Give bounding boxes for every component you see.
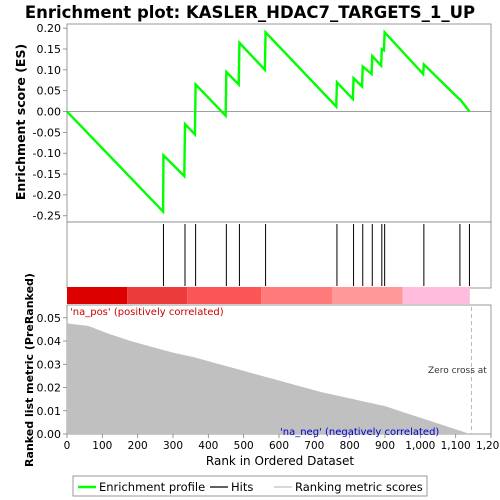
color-bar-segment xyxy=(67,287,128,304)
color-bar-segment xyxy=(187,287,262,304)
rank-y-tick-label: 0.01 xyxy=(37,405,62,418)
es-y-tick-label: 0.10 xyxy=(37,64,62,77)
x-tick-label: 1,200 xyxy=(476,440,500,452)
es-y-tick-label: -0.05 xyxy=(33,126,61,139)
ranking-metric-area xyxy=(67,322,470,434)
pos-correlated-label: 'na_pos' (positively correlated) xyxy=(70,307,224,318)
color-bar-segment xyxy=(261,287,332,304)
es-y-tick-label: -0.25 xyxy=(33,210,61,223)
legend-label-hits: Hits xyxy=(231,480,253,494)
legend-label-ranking: Ranking metric scores xyxy=(295,480,423,494)
es-y-tick-label: 0.20 xyxy=(37,22,62,35)
rank-y-tick-label: 0.02 xyxy=(37,382,62,395)
neg-correlated-label: 'na_neg' (negatively correlated) xyxy=(280,427,439,438)
zero-cross-label: Zero cross at xyxy=(428,366,487,376)
chart-legend: Enrichment profile Hits Ranking metric s… xyxy=(72,475,428,497)
x-tick-label: 600 xyxy=(269,440,289,452)
es-y-tick-label: 0.15 xyxy=(37,43,62,56)
rank-y-axis-ticks: 0.00 0.01 0.02 0.03 0.04 0.05 xyxy=(37,312,67,441)
es-y-axis-label: Enrichment score (ES) xyxy=(13,44,28,200)
chart-title: Enrichment plot: KASLER_HDAC7_TARGETS_1_… xyxy=(25,3,475,22)
es-y-tick-label: -0.20 xyxy=(33,189,61,202)
rank-y-tick-label: 0.05 xyxy=(37,312,62,325)
x-tick-label: 0 xyxy=(64,440,71,452)
hits-panel xyxy=(66,221,492,304)
x-tick-label: 1,100 xyxy=(441,440,471,452)
x-tick-label: 400 xyxy=(198,440,218,452)
rank-y-tick-label: 0.00 xyxy=(37,428,62,441)
x-tick-label: 500 xyxy=(234,440,254,452)
ranking-color-bar xyxy=(67,287,470,304)
rank-y-axis-label: Ranked list metric (PreRanked) xyxy=(23,273,36,467)
es-y-tick-label: -0.15 xyxy=(33,168,61,181)
ranked-metric-panel: 0.00 0.01 0.02 0.03 0.04 0.05 0 100 200 300 400 50… xyxy=(23,273,500,468)
x-tick-label: 700 xyxy=(304,440,324,452)
x-tick-label: 200 xyxy=(128,440,148,452)
es-y-tick-label: 0.00 xyxy=(37,106,62,119)
hits-panel-frame xyxy=(66,221,492,289)
es-y-axis-ticks: -0.25 -0.20 -0.15 -0.10 -0.05 0.00 0.05 0.10 0.1… xyxy=(33,22,67,223)
enrichment-profile-line xyxy=(66,29,471,215)
es-y-tick-label: -0.10 xyxy=(33,147,61,160)
x-tick-label: 1,000 xyxy=(405,440,435,452)
x-tick-label: 300 xyxy=(163,440,183,452)
rank-y-tick-label: 0.04 xyxy=(37,335,62,348)
legend-label-enrichment: Enrichment profile xyxy=(99,480,205,494)
rank-x-axis-ticks: 0 100 200 300 400 500 600 700 800 900 1,000 1,100 1,… xyxy=(64,434,500,452)
enrichment-panel-frame xyxy=(66,23,492,223)
x-tick-label: 800 xyxy=(340,440,360,452)
legend-frame xyxy=(72,475,428,497)
x-tick-label: 100 xyxy=(92,440,112,452)
x-tick-label: 900 xyxy=(375,440,395,452)
hit-lines xyxy=(162,224,470,286)
rank-y-tick-label: 0.03 xyxy=(37,358,62,371)
x-axis-label: Rank in Ordered Dataset xyxy=(206,454,354,468)
enrichment-score-panel: -0.25 -0.20 -0.15 -0.10 -0.05 0.00 0.05 0.10 0.1… xyxy=(13,22,492,223)
color-bar-segment xyxy=(402,287,470,304)
color-bar-segment xyxy=(127,287,188,304)
es-y-tick-label: 0.05 xyxy=(37,85,62,98)
color-bar-segment xyxy=(332,287,403,304)
